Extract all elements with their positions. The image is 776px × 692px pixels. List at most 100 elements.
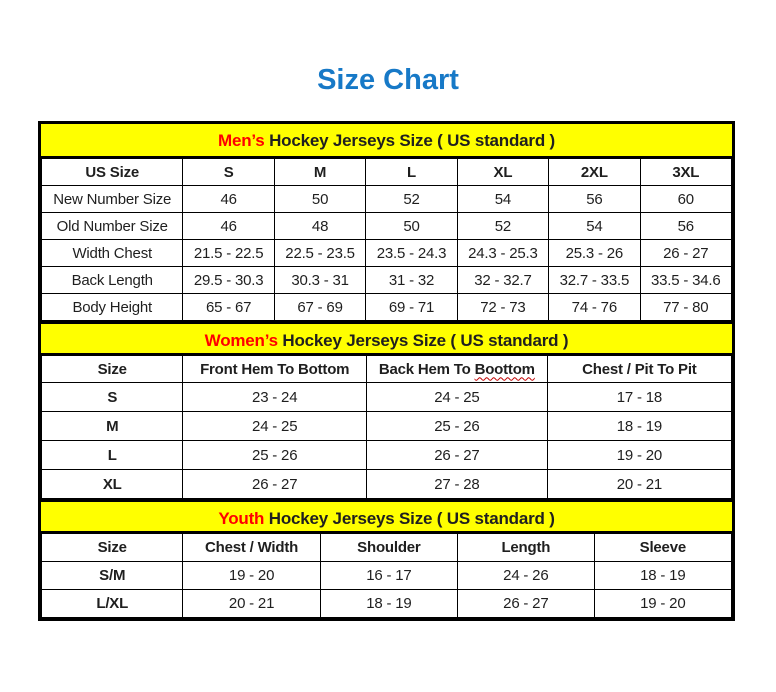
- cell: 23.5 - 24.3: [365, 239, 458, 267]
- cell: 65 - 67: [182, 293, 275, 321]
- misspelled-word: Boottom: [474, 360, 535, 378]
- column-header: 3XL: [639, 158, 733, 186]
- mens-highlight: Men’s: [218, 131, 265, 150]
- cell: 26 - 27: [182, 469, 367, 499]
- column-header: Size: [40, 533, 184, 562]
- row-label: New Number Size: [40, 185, 184, 213]
- cell: 24 - 25: [182, 411, 367, 441]
- cell: 46: [182, 185, 275, 213]
- mens-section-header: Men’s Hockey Jerseys Size ( US standard …: [41, 124, 732, 158]
- cell: 32 - 32.7: [456, 266, 550, 294]
- cell: 74 - 76: [548, 293, 641, 321]
- column-header: Chest / Pit To Pit: [546, 355, 733, 383]
- cell: 67 - 69: [273, 293, 367, 321]
- cell: 25 - 26: [182, 440, 367, 470]
- womens-title-rest: Hockey Jerseys Size ( US standard ): [277, 331, 569, 350]
- cell: 21.5 - 22.5: [182, 239, 275, 267]
- youth-header-row: Size Chest / Width Shoulder Length Sleev…: [40, 533, 733, 562]
- page-title: Size Chart: [317, 64, 459, 96]
- cell: 29.5 - 30.3: [182, 266, 275, 294]
- cell: 20 - 21: [182, 589, 321, 618]
- column-header-prefix: Back Hem To: [378, 360, 475, 378]
- cell: 20 - 21: [546, 469, 733, 499]
- womens-size-table: Size Front Hem To Bottom Back Hem To Boo…: [40, 355, 733, 499]
- cell: 52: [456, 212, 550, 240]
- size-chart: Men’s Hockey Jerseys Size ( US standard …: [38, 121, 735, 621]
- column-header: M: [273, 158, 367, 186]
- cell: 19 - 20: [182, 561, 321, 590]
- cell: 23 - 24: [182, 382, 367, 412]
- cell: 27 - 28: [365, 469, 548, 499]
- table-row: S/M 19 - 20 16 - 17 24 - 26 18 - 19: [40, 561, 733, 590]
- column-header: XL: [456, 158, 550, 186]
- womens-header-row: Size Front Hem To Bottom Back Hem To Boo…: [40, 355, 733, 383]
- cell: 24.3 - 25.3: [456, 239, 550, 267]
- cell: 19 - 20: [546, 440, 733, 470]
- cell: 19 - 20: [593, 589, 733, 618]
- table-row: S 23 - 24 24 - 25 17 - 18: [40, 382, 733, 412]
- table-row: Back Length 29.5 - 30.3 30.3 - 31 31 - 3…: [40, 266, 733, 294]
- cell: 18 - 19: [319, 589, 459, 618]
- table-row: Width Chest 21.5 - 22.5 22.5 - 23.5 23.5…: [40, 239, 733, 267]
- cell: 54: [456, 185, 550, 213]
- column-header: Front Hem To Bottom: [182, 355, 367, 383]
- column-header: US Size: [40, 158, 184, 186]
- cell: 26 - 27: [639, 239, 733, 267]
- cell: 18 - 19: [546, 411, 733, 441]
- cell: 31 - 32: [365, 266, 458, 294]
- cell: 50: [273, 185, 367, 213]
- row-label: S: [40, 382, 184, 412]
- cell: 25 - 26: [365, 411, 548, 441]
- row-label: Back Length: [40, 266, 184, 294]
- row-label: XL: [40, 469, 184, 499]
- column-header: Shoulder: [319, 533, 459, 562]
- column-header: Length: [457, 533, 595, 562]
- cell: 33.5 - 34.6: [639, 266, 733, 294]
- cell: 26 - 27: [365, 440, 548, 470]
- table-row: L/XL 20 - 21 18 - 19 26 - 27 19 - 20: [40, 589, 733, 618]
- mens-title-rest: Hockey Jerseys Size ( US standard ): [264, 131, 555, 150]
- table-row: New Number Size 46 50 52 54 56 60: [40, 185, 733, 213]
- row-label: M: [40, 411, 184, 441]
- column-header: Chest / Width: [182, 533, 321, 562]
- womens-section-header: Women’s Hockey Jerseys Size ( US standar…: [41, 321, 732, 355]
- cell: 69 - 71: [365, 293, 458, 321]
- youth-section-header: Youth Hockey Jerseys Size ( US standard …: [41, 499, 732, 533]
- mens-size-table: US Size S M L XL 2XL 3XL New Number Size…: [40, 158, 733, 321]
- youth-size-table: Size Chest / Width Shoulder Length Sleev…: [40, 533, 733, 618]
- cell: 17 - 18: [546, 382, 733, 412]
- row-label: L: [40, 440, 184, 470]
- table-row: Body Height 65 - 67 67 - 69 69 - 71 72 -…: [40, 293, 733, 321]
- cell: 48: [273, 212, 367, 240]
- youth-highlight: Youth: [218, 509, 265, 528]
- column-header: Back Hem To Boottom: [365, 355, 548, 383]
- table-row: L 25 - 26 26 - 27 19 - 20: [40, 440, 733, 470]
- womens-highlight: Women’s: [204, 331, 278, 350]
- row-label: Body Height: [40, 293, 184, 321]
- row-label: Old Number Size: [40, 212, 184, 240]
- cell: 22.5 - 23.5: [273, 239, 367, 267]
- cell: 30.3 - 31: [273, 266, 367, 294]
- youth-title-rest: Hockey Jerseys Size ( US standard ): [264, 509, 555, 528]
- cell: 16 - 17: [319, 561, 459, 590]
- cell: 52: [365, 185, 458, 213]
- cell: 32.7 - 33.5: [548, 266, 641, 294]
- cell: 25.3 - 26: [548, 239, 641, 267]
- column-header: L: [365, 158, 458, 186]
- cell: 60: [639, 185, 733, 213]
- cell: 18 - 19: [593, 561, 733, 590]
- table-row: Old Number Size 46 48 50 52 54 56: [40, 212, 733, 240]
- cell: 72 - 73: [456, 293, 550, 321]
- mens-header-row: US Size S M L XL 2XL 3XL: [40, 158, 733, 186]
- cell: 24 - 25: [365, 382, 548, 412]
- cell: 56: [548, 185, 641, 213]
- row-label: Width Chest: [40, 239, 184, 267]
- column-header: Size: [40, 355, 184, 383]
- column-header: Sleeve: [593, 533, 733, 562]
- cell: 54: [548, 212, 641, 240]
- cell: 56: [639, 212, 733, 240]
- cell: 24 - 26: [457, 561, 595, 590]
- cell: 77 - 80: [639, 293, 733, 321]
- column-header: 2XL: [548, 158, 641, 186]
